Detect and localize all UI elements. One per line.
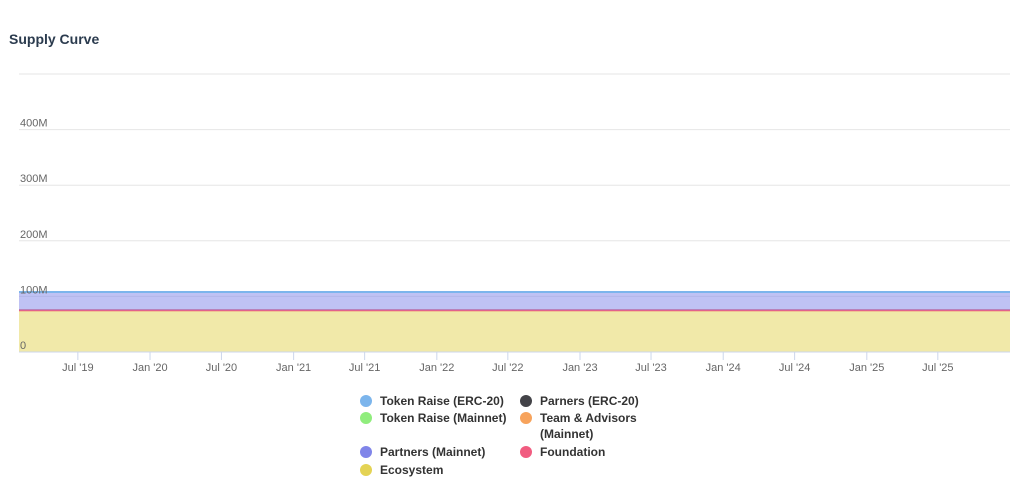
legend-marker-icon bbox=[360, 446, 372, 458]
legend-marker-icon bbox=[360, 412, 372, 424]
x-tick-label-12: Jul '25 bbox=[922, 362, 953, 374]
y-axis-ticks: 0 100M 200M 300M 400M bbox=[20, 118, 48, 352]
legend-label: Ecosystem bbox=[380, 463, 444, 477]
x-tick-label-5: Jan '22 bbox=[419, 362, 454, 374]
x-tick-label-1: Jan '20 bbox=[132, 362, 167, 374]
x-tick-label-3: Jan '21 bbox=[276, 362, 311, 374]
y-tick-label-0: 0 bbox=[20, 340, 26, 352]
legend-label: Token Raise (ERC-20) bbox=[380, 394, 504, 408]
x-tick-label-7: Jan '23 bbox=[562, 362, 597, 374]
legend-label: Partners (Mainnet) bbox=[380, 445, 486, 459]
legend-marker-icon bbox=[520, 412, 532, 424]
legend-label: Foundation bbox=[540, 445, 606, 459]
y-tick-label-4: 400M bbox=[20, 118, 48, 130]
legend-label: Team & Advisors (Mainnet) bbox=[540, 411, 637, 441]
x-tick-label-11: Jan '25 bbox=[849, 362, 884, 374]
y-tick-label-3: 300M bbox=[20, 173, 48, 185]
x-tick-label-4: Jul '21 bbox=[349, 362, 380, 374]
x-tick-label-10: Jul '24 bbox=[779, 362, 810, 374]
x-tick-label-9: Jan '24 bbox=[706, 362, 741, 374]
area-2[interactable] bbox=[19, 291, 1010, 311]
x-axis-ticks: Jul '19 Jan '20 Jul '20 Jan '21 Jul '21 Jan '… bbox=[19, 351, 1010, 374]
legend-item-3[interactable]: Team & Advisors (Mainnet) bbox=[520, 410, 645, 442]
y-tick-label-2: 200M bbox=[20, 229, 48, 241]
legend-item-5[interactable]: Foundation bbox=[520, 444, 680, 460]
legend-item-6[interactable]: Ecosystem bbox=[360, 462, 520, 478]
series-areas bbox=[19, 290, 1010, 352]
legend-item-4[interactable]: Partners (Mainnet) bbox=[360, 444, 520, 460]
x-tick-label-6: Jul '22 bbox=[492, 362, 523, 374]
x-tick-label-0: Jul '19 bbox=[62, 362, 93, 374]
legend-item-1[interactable]: Parners (ERC-20) bbox=[520, 393, 680, 409]
legend-marker-icon bbox=[520, 446, 532, 458]
legend-item-0[interactable]: Token Raise (ERC-20) bbox=[360, 393, 520, 409]
legend-label: Token Raise (Mainnet) bbox=[380, 411, 507, 425]
x-tick-label-2: Jul '20 bbox=[206, 362, 237, 374]
legend-marker-icon bbox=[520, 395, 532, 407]
legend-label: Parners (ERC-20) bbox=[540, 394, 639, 408]
chart-title: Supply Curve bbox=[9, 31, 100, 47]
legend-item-2[interactable]: Token Raise (Mainnet) bbox=[360, 410, 520, 426]
legend-marker-icon bbox=[360, 464, 372, 476]
area-0[interactable] bbox=[19, 310, 1010, 352]
y-tick-label-1: 100M bbox=[20, 284, 48, 296]
legend-marker-icon bbox=[360, 395, 372, 407]
x-tick-label-8: Jul '23 bbox=[635, 362, 666, 374]
